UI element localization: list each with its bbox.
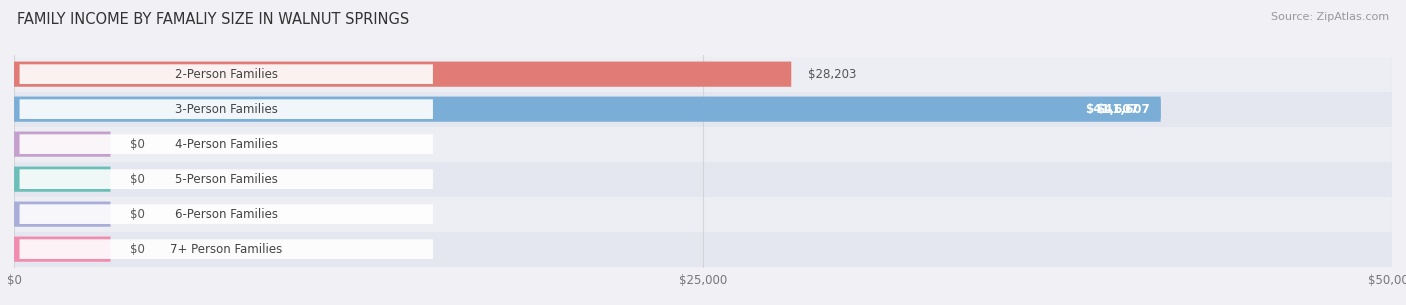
Text: $41,607: $41,607 xyxy=(1085,103,1139,116)
Bar xyxy=(14,232,1392,267)
Text: 7+ Person Families: 7+ Person Families xyxy=(170,243,283,256)
Text: 4-Person Families: 4-Person Families xyxy=(174,138,278,151)
FancyBboxPatch shape xyxy=(20,239,433,259)
FancyBboxPatch shape xyxy=(20,99,433,119)
FancyBboxPatch shape xyxy=(20,64,433,84)
Text: FAMILY INCOME BY FAMALIY SIZE IN WALNUT SPRINGS: FAMILY INCOME BY FAMALIY SIZE IN WALNUT … xyxy=(17,12,409,27)
Text: $28,203: $28,203 xyxy=(808,68,856,81)
FancyBboxPatch shape xyxy=(14,237,111,262)
FancyBboxPatch shape xyxy=(14,167,111,192)
Text: $0: $0 xyxy=(129,208,145,221)
Text: $0: $0 xyxy=(129,173,145,186)
Bar xyxy=(14,162,1392,197)
Bar xyxy=(14,92,1392,127)
Text: $0: $0 xyxy=(129,138,145,151)
Text: Source: ZipAtlas.com: Source: ZipAtlas.com xyxy=(1271,12,1389,22)
Text: $0: $0 xyxy=(129,243,145,256)
FancyBboxPatch shape xyxy=(20,134,433,154)
FancyBboxPatch shape xyxy=(14,62,792,87)
FancyBboxPatch shape xyxy=(20,169,433,189)
FancyBboxPatch shape xyxy=(1010,99,1160,119)
Bar xyxy=(14,197,1392,232)
Text: 2-Person Families: 2-Person Families xyxy=(174,68,278,81)
Text: 6-Person Families: 6-Person Families xyxy=(174,208,278,221)
Bar xyxy=(14,57,1392,92)
Text: 5-Person Families: 5-Person Families xyxy=(174,173,278,186)
Text: $41,607: $41,607 xyxy=(1097,103,1150,116)
FancyBboxPatch shape xyxy=(14,97,1160,122)
FancyBboxPatch shape xyxy=(14,131,111,157)
Bar xyxy=(14,127,1392,162)
FancyBboxPatch shape xyxy=(14,202,111,227)
Text: 3-Person Families: 3-Person Families xyxy=(174,103,278,116)
FancyBboxPatch shape xyxy=(20,204,433,224)
